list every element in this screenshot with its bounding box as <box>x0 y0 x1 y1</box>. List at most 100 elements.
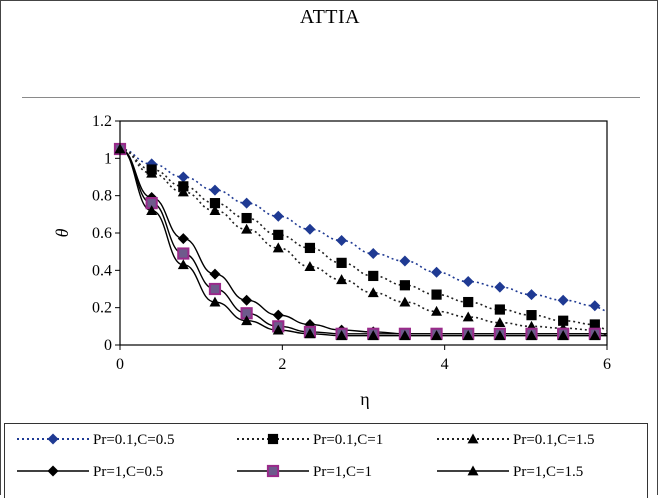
page-title: ATTIA <box>299 6 361 28</box>
legend-item-2-swatch-marker <box>267 433 279 445</box>
legend-item-2: Pr=0.1,C=1 <box>237 432 383 448</box>
y-tick-label: 0 <box>104 337 112 354</box>
series-1-point <box>589 300 601 312</box>
series-2-line <box>119 148 608 332</box>
series-6-point <box>209 296 221 307</box>
series-6-line <box>119 148 607 337</box>
y-tick-label: 0.6 <box>92 225 112 242</box>
series-3-point <box>146 167 158 178</box>
series-3-point <box>367 287 379 298</box>
series-3-point <box>241 223 253 234</box>
divider <box>22 97 640 98</box>
series-6-point <box>367 330 379 341</box>
series-3-point <box>431 305 443 316</box>
series-1-point <box>209 184 221 196</box>
series-2-point <box>304 242 316 254</box>
legend-item-4-swatch-marker <box>47 465 59 477</box>
series-1-point <box>272 210 284 222</box>
series-6-point <box>462 330 474 341</box>
series-6-point <box>526 330 538 341</box>
series-3-point <box>494 317 506 327</box>
series-1-point <box>336 234 348 246</box>
series-3-point <box>462 311 474 322</box>
x-tick-label: 4 <box>441 356 449 373</box>
legend-item-3: Pr=0.1,C=1.5 <box>437 432 595 448</box>
series-4-point <box>209 268 221 280</box>
series-5-line <box>119 148 607 335</box>
legend-item-5: Pr=1,C=1 <box>237 464 372 480</box>
legend-item-1: Pr=0.1,C=0.5 <box>17 432 175 448</box>
series-6-point <box>589 330 601 341</box>
y-axis-label: θ <box>52 228 72 237</box>
x-tick-label: 2 <box>278 356 286 373</box>
chart-legend: Pr=0.1,C=0.5 Pr=0.1,C=1 Pr=0.1,C=1.5 Pr=1,C… <box>4 423 648 498</box>
series-2-point <box>558 315 569 326</box>
y-tick-label: 0.2 <box>92 300 112 317</box>
series-5-point <box>208 282 222 296</box>
series-1-point <box>557 294 569 306</box>
series-2-point <box>368 270 379 282</box>
series-6-point <box>399 330 411 341</box>
series-3-line <box>119 148 608 337</box>
series-3-point <box>272 242 284 253</box>
series-4-point <box>272 309 284 321</box>
series-2-point <box>336 257 347 268</box>
legend-item-4: Pr=1,C=0.5 <box>17 464 163 480</box>
legend-item-1-swatch-marker <box>47 433 59 445</box>
series-1-point <box>462 276 474 288</box>
series-3-point <box>304 261 316 271</box>
legend-item-1-label: Pr=0.1,C=0.5 <box>93 432 175 448</box>
series-6-point <box>557 330 569 341</box>
x-tick-label: 6 <box>603 356 611 373</box>
series-4-point <box>177 233 189 245</box>
series-1-point <box>431 266 443 278</box>
y-tick-label: 1 <box>104 150 112 167</box>
legend-item-6-swatch-marker <box>467 465 479 476</box>
series-4-line <box>119 148 607 335</box>
y-tick-label: 0.4 <box>92 262 112 279</box>
series-1-point <box>526 289 538 301</box>
series-1-point <box>177 171 189 183</box>
series-6-point <box>177 259 189 270</box>
series-3-point <box>177 186 189 197</box>
series-2-point <box>526 310 537 321</box>
series-2-point <box>494 304 505 315</box>
series-3-point <box>209 205 221 215</box>
legend-item-3-swatch-marker <box>467 433 479 444</box>
series-2-point <box>209 198 221 209</box>
series-1-line <box>119 148 608 313</box>
series-2-point <box>178 181 189 192</box>
legend-item-2-label: Pr=0.1,C=1 <box>313 432 383 448</box>
series-6-point <box>146 205 158 215</box>
series-6-point <box>304 328 316 339</box>
y-tick-label: 1.2 <box>92 113 112 130</box>
legend-item-3-label: Pr=0.1,C=1.5 <box>513 432 595 448</box>
series-2-point <box>241 212 252 224</box>
legend-item-6-label: Pr=1,C=1.5 <box>513 464 583 480</box>
series-3-point <box>336 274 348 285</box>
series-1-point <box>494 281 506 293</box>
series-6-point <box>336 330 348 341</box>
series-1-point <box>367 248 379 260</box>
legend-item-5-swatch-marker <box>266 464 280 478</box>
series-1-point <box>399 255 411 267</box>
series-6-point <box>431 330 443 341</box>
series-1-point <box>304 223 316 235</box>
series-2-point <box>273 229 284 240</box>
series-2-point <box>463 296 474 308</box>
legend-item-5-label: Pr=1,C=1 <box>313 464 372 480</box>
x-axis-label: η <box>360 389 369 409</box>
series-6-point <box>272 324 284 335</box>
series-4-point <box>241 294 253 306</box>
series-1-point <box>241 197 253 209</box>
legend-item-6: Pr=1,C=1.5 <box>437 464 583 480</box>
legend-item-4-label: Pr=1,C=0.5 <box>93 464 163 480</box>
series-6-point <box>494 330 506 341</box>
x-tick-label: 0 <box>116 356 124 373</box>
series-5-point <box>177 247 190 260</box>
series-2-point <box>431 289 442 300</box>
series-2-point <box>399 280 410 291</box>
y-tick-label: 0.8 <box>92 188 112 205</box>
line-chart: 0 0.2 0.4 0.6 0.8 1 1.2 0 2 4 6 η θ <box>52 113 611 409</box>
